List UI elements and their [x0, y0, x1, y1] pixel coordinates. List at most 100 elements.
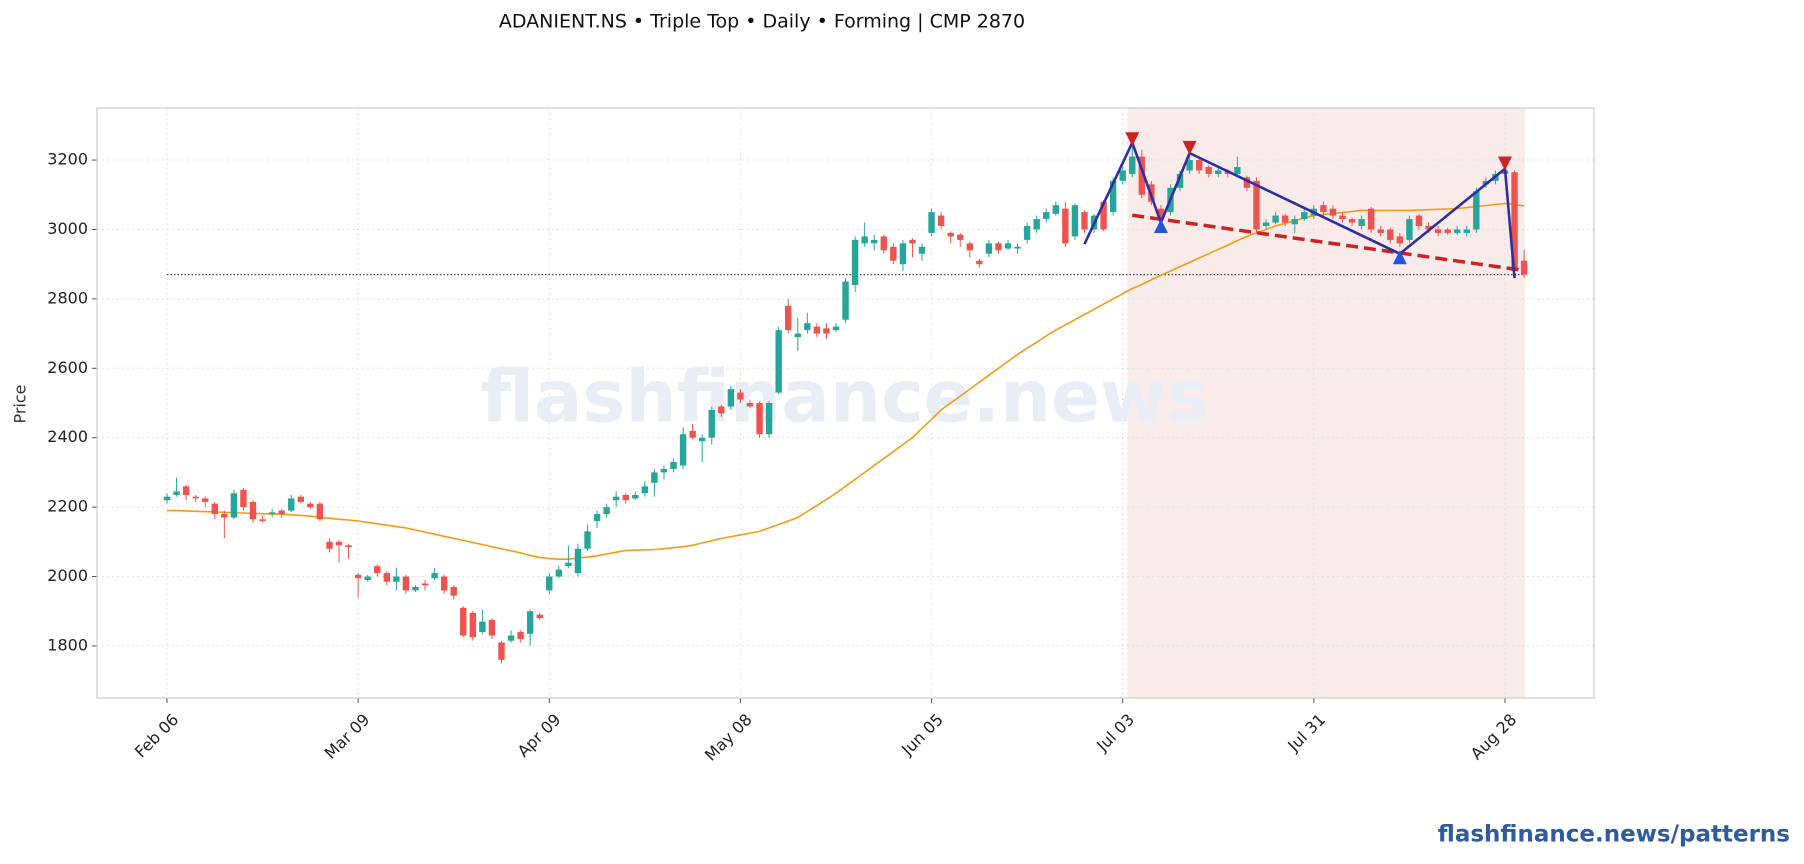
x-tick-label: Jun 05 — [897, 710, 947, 760]
candle-body — [393, 576, 400, 582]
candle-body — [221, 514, 228, 518]
watermark: flashfinance.news — [481, 355, 1210, 439]
footer-link: flashfinance.news/patterns — [1438, 822, 1790, 848]
candle-body — [823, 328, 830, 334]
candle-body — [173, 491, 180, 495]
candle-body — [1291, 219, 1298, 225]
y-axis-label: Price — [11, 384, 30, 423]
y-tick-label: 3000 — [47, 219, 88, 238]
candle-body — [861, 236, 868, 244]
trough-marker — [1153, 219, 1168, 233]
candle-body — [1215, 170, 1222, 174]
candle-body — [1023, 226, 1031, 240]
candle-body — [565, 562, 572, 567]
candle-body — [937, 215, 945, 226]
candle-body — [1109, 180, 1117, 213]
candle-body — [765, 403, 773, 435]
x-tick-label: Mar 09 — [321, 710, 374, 763]
candle-body — [890, 246, 897, 261]
candle-body — [1453, 229, 1461, 233]
candle-body — [995, 243, 1002, 251]
candle-body — [288, 498, 295, 511]
x-tick-label: Aug 28 — [1467, 710, 1521, 764]
candle-body — [651, 472, 658, 483]
candle-body — [1119, 170, 1126, 181]
candle-body — [1406, 219, 1413, 240]
candle-body — [727, 389, 735, 407]
candle-body — [804, 323, 811, 331]
candle-body — [202, 498, 209, 502]
candle-body — [1320, 205, 1327, 213]
candle-body — [507, 635, 515, 641]
candle-body — [479, 621, 486, 633]
candle-body — [192, 496, 199, 499]
x-tick-label: Feb 06 — [131, 710, 182, 761]
candle-body — [660, 468, 668, 473]
y-tick-label: 2400 — [47, 427, 88, 446]
candle-body — [1176, 173, 1184, 188]
candle-body — [775, 330, 782, 393]
candle-body — [498, 642, 505, 660]
candle-body — [259, 519, 266, 521]
candle-body — [1253, 180, 1260, 230]
candle-body — [871, 239, 878, 244]
candle-body — [1473, 191, 1480, 230]
candle-body — [163, 496, 171, 501]
candle-body — [1052, 205, 1060, 214]
peak-marker — [1125, 132, 1140, 147]
candle-body — [1434, 229, 1442, 233]
candle-body — [230, 493, 238, 518]
candle-body — [832, 326, 840, 331]
candle-body — [957, 234, 964, 240]
candle-body — [737, 392, 744, 400]
candle-body — [1520, 260, 1528, 275]
candle-body — [909, 239, 916, 244]
candle-body — [1463, 229, 1470, 233]
candle-body — [326, 541, 333, 549]
candle-body — [947, 232, 954, 237]
candle-body — [345, 545, 352, 548]
candle-body — [488, 619, 496, 636]
candle-body — [880, 236, 887, 251]
candle-body — [851, 239, 859, 285]
candle-body — [1415, 215, 1423, 226]
candle-body — [240, 489, 247, 508]
y-tick-label: 2200 — [47, 497, 88, 516]
candle-body — [1186, 160, 1193, 171]
candle-body — [278, 510, 285, 515]
candle-body — [1387, 229, 1394, 240]
candle-body — [211, 503, 218, 515]
candle-body — [1367, 208, 1375, 230]
candle-body — [612, 496, 620, 501]
candle-body — [1281, 215, 1289, 223]
y-tick-label: 2600 — [47, 358, 88, 377]
chart-title: ADANIENT.NS • Triple Top • Daily • Formi… — [499, 11, 1025, 33]
candle-body — [555, 569, 563, 577]
candle-body — [584, 531, 591, 549]
candle-body — [450, 586, 457, 596]
candle-body — [383, 573, 391, 582]
candle-body — [708, 409, 715, 438]
candle-body — [1129, 156, 1136, 174]
candle-body — [354, 574, 362, 579]
x-tick-label: May 08 — [701, 710, 756, 765]
candle-body — [641, 486, 649, 494]
candle-body — [1014, 246, 1021, 249]
candle-body — [364, 576, 371, 580]
candle-body — [1511, 172, 1518, 272]
candle-body — [297, 496, 304, 502]
candle-body — [632, 494, 639, 499]
x-tick-label: Jul 03 — [1092, 710, 1138, 756]
trough-marker — [1392, 250, 1407, 265]
candle-body — [1138, 156, 1146, 195]
candle-body — [402, 576, 410, 591]
candle-body — [603, 507, 610, 515]
y-tick-label: 2000 — [47, 566, 88, 585]
candle-body — [526, 611, 534, 634]
candle-body — [1444, 229, 1451, 233]
candle-body — [985, 243, 993, 254]
candle-body — [1396, 236, 1404, 244]
candle-body — [976, 260, 983, 265]
candle-body — [421, 583, 429, 586]
